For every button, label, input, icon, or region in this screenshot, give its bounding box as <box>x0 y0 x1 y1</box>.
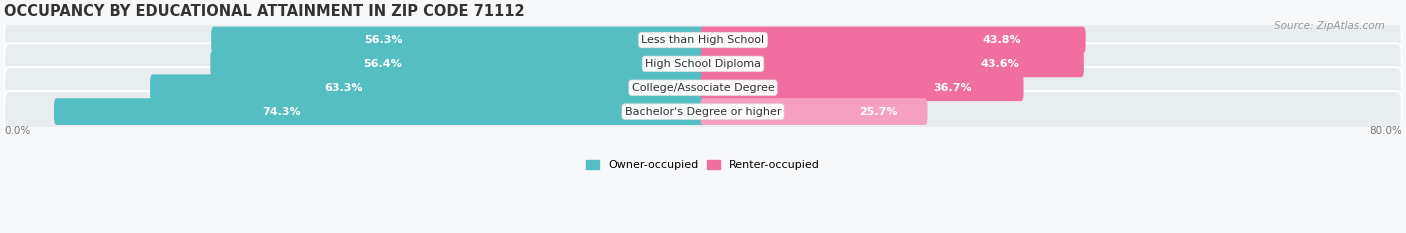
Text: High School Diploma: High School Diploma <box>645 59 761 69</box>
Text: Source: ZipAtlas.com: Source: ZipAtlas.com <box>1274 21 1385 31</box>
FancyBboxPatch shape <box>700 74 1024 101</box>
Text: 0.0%: 0.0% <box>4 126 31 136</box>
FancyBboxPatch shape <box>4 20 1402 61</box>
FancyBboxPatch shape <box>700 27 1085 53</box>
Text: OCCUPANCY BY EDUCATIONAL ATTAINMENT IN ZIP CODE 71112: OCCUPANCY BY EDUCATIONAL ATTAINMENT IN Z… <box>4 4 524 19</box>
Text: 56.3%: 56.3% <box>364 35 402 45</box>
Text: 25.7%: 25.7% <box>859 107 897 116</box>
Legend: Owner-occupied, Renter-occupied: Owner-occupied, Renter-occupied <box>581 156 825 175</box>
FancyBboxPatch shape <box>4 43 1402 84</box>
FancyBboxPatch shape <box>700 98 928 125</box>
Text: 43.8%: 43.8% <box>983 35 1021 45</box>
Text: Less than High School: Less than High School <box>641 35 765 45</box>
FancyBboxPatch shape <box>53 98 706 125</box>
FancyBboxPatch shape <box>211 27 706 53</box>
Text: 63.3%: 63.3% <box>325 83 363 93</box>
FancyBboxPatch shape <box>150 74 706 101</box>
FancyBboxPatch shape <box>4 67 1402 108</box>
Text: 43.6%: 43.6% <box>981 59 1019 69</box>
Text: 74.3%: 74.3% <box>262 107 301 116</box>
FancyBboxPatch shape <box>211 51 706 77</box>
Text: 36.7%: 36.7% <box>934 83 973 93</box>
Text: Bachelor's Degree or higher: Bachelor's Degree or higher <box>624 107 782 116</box>
Text: 56.4%: 56.4% <box>363 59 402 69</box>
Text: College/Associate Degree: College/Associate Degree <box>631 83 775 93</box>
Text: 80.0%: 80.0% <box>1369 126 1402 136</box>
FancyBboxPatch shape <box>700 51 1084 77</box>
FancyBboxPatch shape <box>4 91 1402 132</box>
